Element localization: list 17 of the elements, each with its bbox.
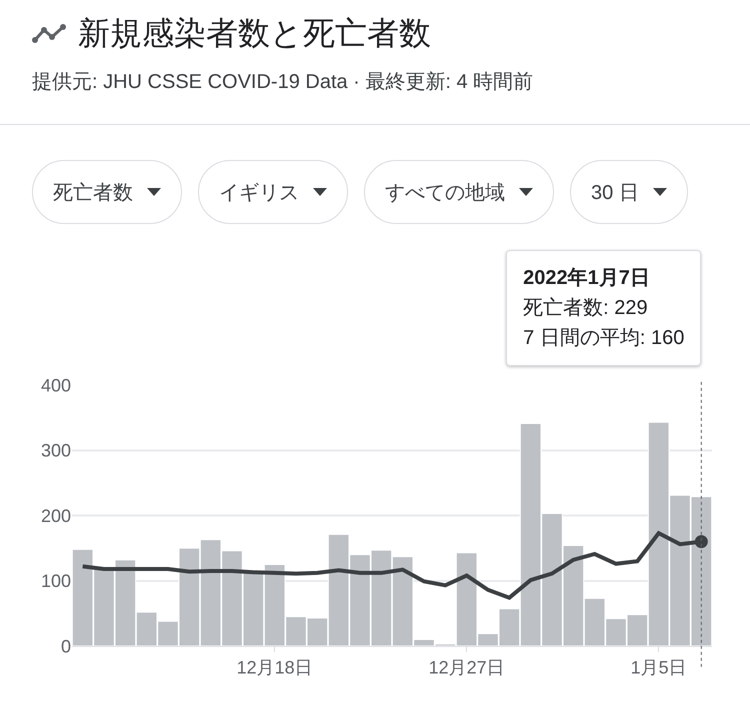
text: 死亡者数 xyxy=(53,180,133,206)
y-tick-label: 300 xyxy=(40,440,71,461)
x-tick-label: 12月18日 xyxy=(236,658,313,678)
text: 2022年1月7日 xyxy=(523,266,651,291)
text: 死亡者数: 229 xyxy=(523,296,649,321)
y-tick-label: 400 xyxy=(40,375,71,396)
y-tick-label: 200 xyxy=(40,506,71,526)
chart-subtitle: 提供元: JHU CSSE COVID-19 Data · 最終更新: 4 時間前 xyxy=(32,70,534,95)
chart-title: 新規感染者数と死亡者数 xyxy=(78,14,431,53)
y-tick-label: 100 xyxy=(40,571,71,592)
y-tick-label: 0 xyxy=(60,636,71,656)
text: 30 日 xyxy=(591,180,639,206)
text: 7 日間の平均: 160 xyxy=(523,326,684,351)
text: イギリス xyxy=(219,180,299,206)
x-tick-label: 12月27日 xyxy=(428,658,505,678)
text: すべての地域 xyxy=(385,180,505,206)
x-tick-label: 1月5日 xyxy=(630,658,687,678)
